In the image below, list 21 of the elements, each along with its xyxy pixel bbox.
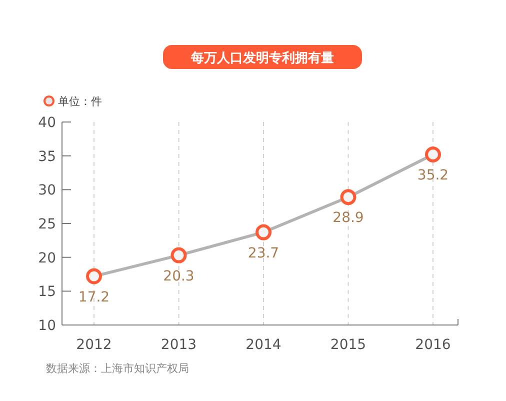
y-tick-label: 25 xyxy=(38,216,56,232)
y-tick-label: 30 xyxy=(38,182,56,199)
data-label: 23.7 xyxy=(248,245,280,262)
title: 每万人口发明专利拥有量 xyxy=(163,45,362,69)
legend-label: 单位：件 xyxy=(58,95,102,108)
x-tick-label: 2014 xyxy=(246,337,282,353)
data-label: 35.2 xyxy=(417,167,449,184)
x-tick-label: 2012 xyxy=(76,337,112,353)
source-note: 数据来源：上海市知识产权局 xyxy=(46,362,189,375)
y-tick-label: 40 xyxy=(38,115,56,131)
y-tick-label: 10 xyxy=(38,318,56,334)
x-tick-label: 2015 xyxy=(330,337,366,353)
y-tick-label: 15 xyxy=(38,284,56,300)
data-label: 28.9 xyxy=(332,210,364,226)
y-tick-label: 35 xyxy=(38,148,56,165)
data-label: 20.3 xyxy=(163,268,194,284)
chart-title: 每万人口发明专利拥有量 xyxy=(190,50,334,66)
x-tick-label: 2016 xyxy=(415,337,451,353)
y-tick-label: 20 xyxy=(38,250,56,266)
data-label: 17.2 xyxy=(78,289,110,306)
x-tick-label: 2013 xyxy=(160,337,197,353)
